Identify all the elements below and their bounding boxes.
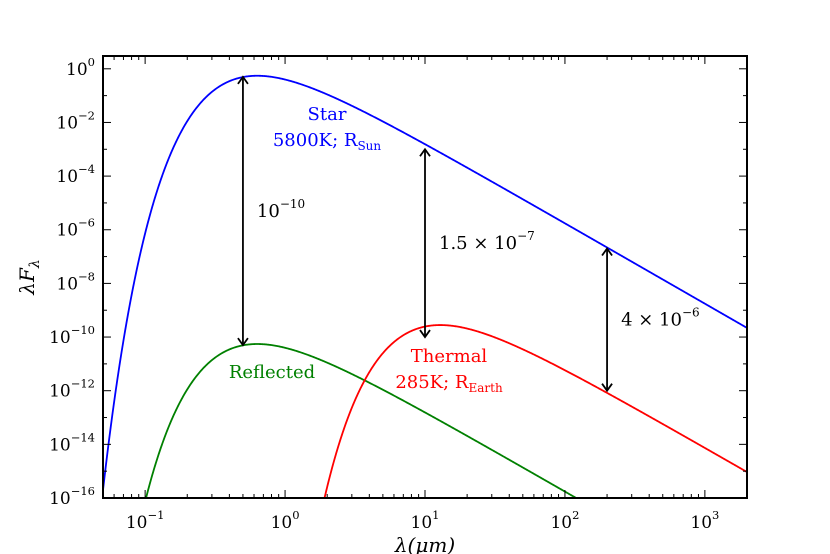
- thermal-label-detail: 285K; REarth: [395, 372, 503, 395]
- thermal-label: Thermal: [411, 346, 488, 367]
- ratio-arrow: [237, 75, 249, 347]
- ratio-annotation: 10−10: [257, 197, 305, 222]
- ratio-arrow: [419, 147, 431, 339]
- x-tick-label: 101: [411, 508, 440, 533]
- x-tick-label: 100: [271, 508, 300, 533]
- star-curve: [103, 74, 747, 491]
- y-tick-label: 10−12: [49, 377, 95, 402]
- ratio-annotation: 4 × 10−6: [621, 306, 700, 331]
- thermal-curve: [323, 324, 747, 498]
- x-tick-label: 103: [690, 508, 719, 533]
- ratio-arrow: [601, 246, 613, 393]
- ratio-annotation: 1.5 × 10−7: [439, 229, 535, 254]
- y-tick-label: 10−8: [56, 269, 95, 294]
- y-tick-label: 10−6: [56, 216, 95, 241]
- y-axis-title: λFλ: [15, 259, 43, 295]
- y-tick-label: 10−14: [49, 430, 95, 455]
- reflected-curve: [145, 343, 578, 498]
- curves-layer: [103, 74, 747, 498]
- y-tick-label: 10−4: [56, 162, 95, 187]
- reflected-label: Reflected: [229, 362, 315, 383]
- labels-layer: Star 5800K; RSun Reflected Thermal 285K; REa…: [229, 104, 503, 395]
- x-tick-label: 102: [550, 508, 579, 533]
- y-tick-label: 100: [66, 55, 95, 80]
- y-tick-label: 10−10: [49, 323, 95, 348]
- ticks-layer: 10−1 100 101 102 103 100 10−2 10−4 10−6 10−8 10−10…: [49, 55, 747, 533]
- y-tick-label: 10−16: [49, 484, 95, 509]
- x-axis-title: λ(μm): [394, 533, 455, 554]
- star-label-detail: 5800K; RSun: [273, 130, 382, 153]
- arrows-layer: 10−10 1.5 × 10−7 4 × 10−6: [237, 75, 700, 393]
- x-tick-label: 10−1: [126, 508, 165, 533]
- y-tick-label: 10−2: [56, 108, 95, 133]
- star-label: Star: [308, 104, 347, 125]
